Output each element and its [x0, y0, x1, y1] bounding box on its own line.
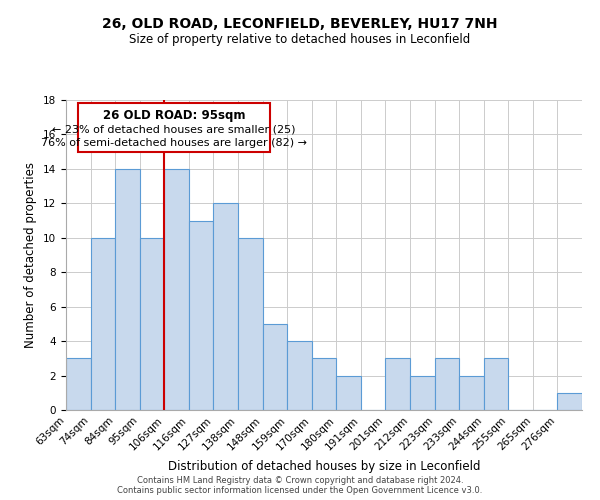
- Bar: [312, 358, 336, 410]
- Y-axis label: Number of detached properties: Number of detached properties: [25, 162, 37, 348]
- Bar: [140, 238, 164, 410]
- Text: 26 OLD ROAD: 95sqm: 26 OLD ROAD: 95sqm: [103, 108, 245, 122]
- Text: Contains HM Land Registry data © Crown copyright and database right 2024.: Contains HM Land Registry data © Crown c…: [137, 476, 463, 485]
- Bar: [336, 376, 361, 410]
- Bar: [189, 220, 214, 410]
- Text: 76% of semi-detached houses are larger (82) →: 76% of semi-detached houses are larger (…: [41, 138, 307, 148]
- Bar: [238, 238, 263, 410]
- Text: Size of property relative to detached houses in Leconfield: Size of property relative to detached ho…: [130, 32, 470, 46]
- X-axis label: Distribution of detached houses by size in Leconfield: Distribution of detached houses by size …: [168, 460, 480, 473]
- Bar: [434, 358, 459, 410]
- Bar: [115, 169, 140, 410]
- Bar: [557, 393, 582, 410]
- FancyBboxPatch shape: [78, 104, 270, 152]
- Text: Contains public sector information licensed under the Open Government Licence v3: Contains public sector information licen…: [118, 486, 482, 495]
- Text: 26, OLD ROAD, LECONFIELD, BEVERLEY, HU17 7NH: 26, OLD ROAD, LECONFIELD, BEVERLEY, HU17…: [102, 18, 498, 32]
- Bar: [164, 169, 189, 410]
- Text: ← 23% of detached houses are smaller (25): ← 23% of detached houses are smaller (25…: [52, 124, 296, 134]
- Bar: [410, 376, 434, 410]
- Bar: [263, 324, 287, 410]
- Bar: [385, 358, 410, 410]
- Bar: [287, 341, 312, 410]
- Bar: [459, 376, 484, 410]
- Bar: [91, 238, 115, 410]
- Bar: [66, 358, 91, 410]
- Bar: [484, 358, 508, 410]
- Bar: [214, 204, 238, 410]
